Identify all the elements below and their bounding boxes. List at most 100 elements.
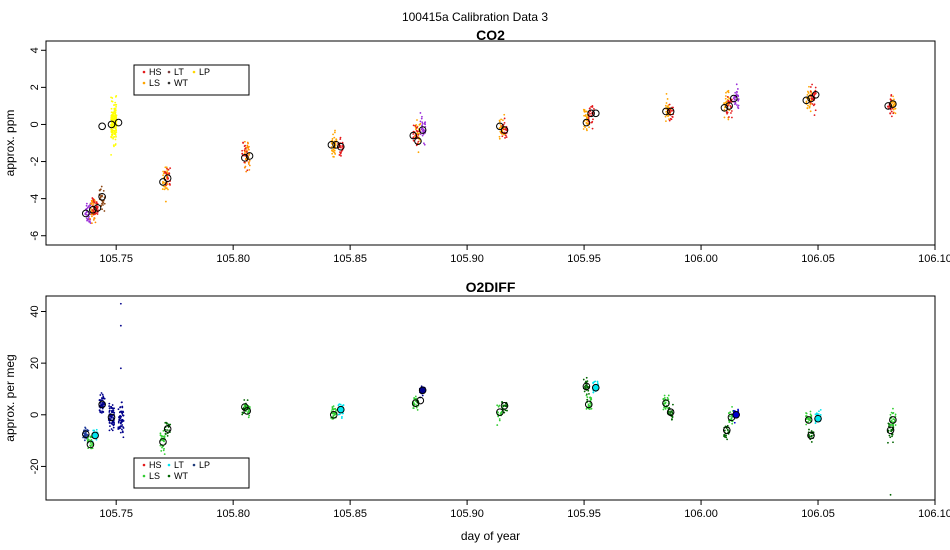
data-point [84, 427, 87, 430]
data-point [86, 437, 89, 440]
legend-label: WT [174, 471, 188, 481]
data-point [731, 422, 734, 425]
data-point [120, 421, 123, 424]
data-point [340, 151, 342, 154]
data-point [112, 124, 115, 127]
legend-label: LT [174, 460, 184, 470]
data-point [89, 222, 92, 225]
data-point [111, 421, 114, 423]
data-point [417, 130, 419, 133]
data-point [585, 380, 587, 383]
data-point [120, 419, 123, 422]
data-point [111, 100, 114, 103]
data-point [736, 88, 739, 90]
data-point [331, 406, 334, 408]
mean-marker [889, 100, 897, 108]
x-tick-label: 106.05 [801, 508, 835, 520]
data-point [890, 430, 892, 432]
data-point [423, 122, 426, 124]
mean-marker [98, 122, 106, 131]
mean-marker [666, 107, 675, 116]
data-point [103, 397, 106, 400]
data-point [245, 407, 248, 410]
data-point [248, 159, 251, 162]
data-point [669, 117, 672, 120]
data-point [245, 149, 248, 152]
data-point [806, 93, 809, 96]
data-point [414, 125, 417, 127]
mean-marker [666, 408, 675, 417]
data-point [892, 108, 895, 111]
data-point [95, 202, 97, 205]
y-axis-label: approx. ppm [3, 110, 17, 177]
data-point [731, 405, 733, 408]
data-point [113, 107, 116, 110]
y-tick-label: 2 [29, 84, 41, 90]
data-point [100, 185, 103, 188]
data-point [333, 131, 336, 134]
mean-marker [107, 120, 116, 129]
data-point [122, 414, 125, 417]
data-point [243, 405, 246, 408]
data-point [500, 411, 503, 414]
data-point [810, 92, 813, 94]
data-point [95, 438, 98, 441]
legend: HS LT LP LS WT [133, 64, 250, 96]
mean-marker [81, 430, 90, 438]
legend-box [133, 457, 250, 489]
data-point [95, 205, 98, 207]
data-point [891, 423, 893, 426]
data-point [889, 112, 892, 115]
data-point [808, 428, 810, 431]
data-point [583, 390, 586, 393]
data-point [727, 100, 730, 103]
data-point [586, 398, 589, 401]
data-point [331, 139, 334, 142]
data-point [108, 402, 111, 405]
data-point [504, 134, 507, 137]
data-point [504, 405, 507, 408]
legend-label: LS [149, 471, 160, 481]
data-point [334, 153, 337, 155]
data-point [113, 109, 116, 112]
data-point [121, 424, 124, 426]
data-point [727, 118, 730, 121]
data-point [86, 219, 88, 222]
data-point [889, 108, 892, 111]
data-point [889, 424, 892, 426]
data-point [161, 446, 163, 449]
data-point [108, 409, 111, 412]
data-point [110, 96, 112, 99]
data-point [243, 399, 246, 401]
data-point [92, 213, 95, 216]
data-point [889, 413, 892, 416]
data-point [664, 104, 667, 107]
mean-marker [327, 141, 336, 149]
data-point [589, 110, 592, 113]
data-point [165, 166, 168, 169]
data-point [101, 208, 103, 211]
data-point [111, 128, 114, 131]
mean-marker [500, 401, 509, 410]
data-point [893, 98, 895, 101]
data-point [243, 140, 246, 143]
data-point [243, 152, 246, 155]
x-tick-label: 106.00 [684, 508, 718, 520]
data-point [108, 429, 111, 432]
data-point [596, 382, 599, 384]
mean-marker [243, 407, 251, 415]
data-point [729, 100, 732, 103]
data-point [665, 93, 668, 95]
data-point [585, 407, 588, 410]
data-point [110, 118, 113, 121]
data-point [723, 102, 725, 105]
data-point [808, 85, 810, 88]
mean-marker [725, 102, 733, 110]
data-point [100, 411, 103, 414]
data-point [892, 407, 894, 410]
data-point [241, 149, 244, 152]
data-point [341, 147, 344, 150]
data-point [167, 423, 170, 426]
data-point [110, 117, 113, 119]
data-point [110, 130, 113, 133]
